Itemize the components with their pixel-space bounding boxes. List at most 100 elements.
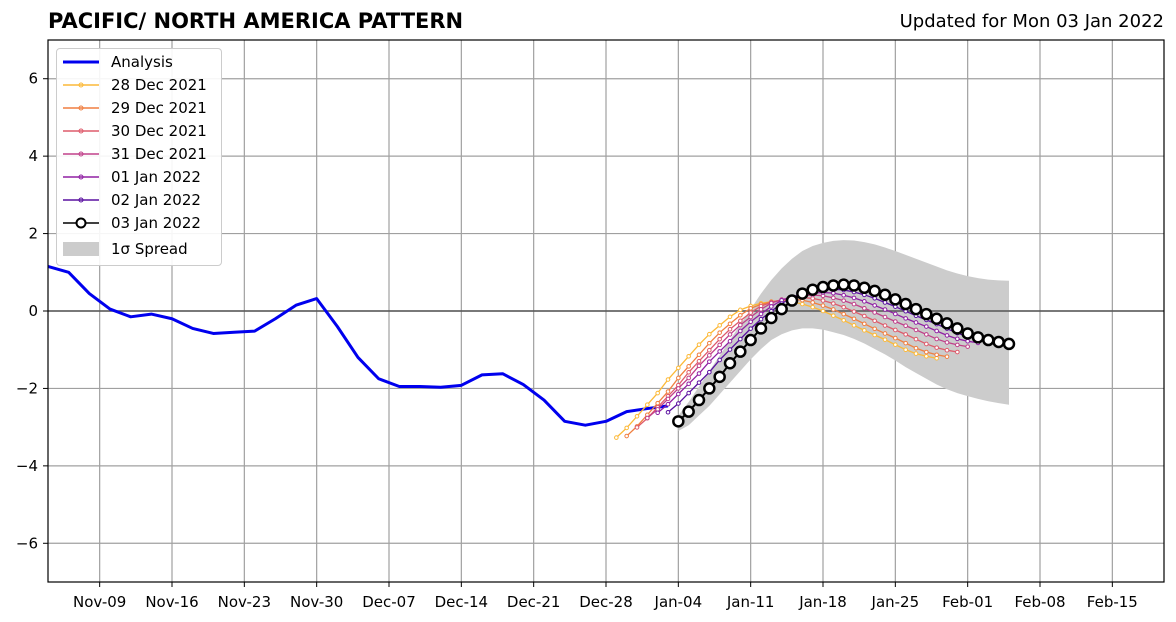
forecast-point: [920, 307, 933, 321]
forecast-point: [676, 391, 681, 397]
x-tick-label: Dec-14: [435, 593, 489, 611]
forecast-point: [934, 328, 939, 334]
forecast-point: [889, 293, 902, 306]
forecast-point: [692, 393, 706, 407]
y-tick-label: −4: [16, 457, 38, 475]
forecast-point: [872, 332, 877, 338]
x-tick-label: Nov-16: [145, 593, 198, 611]
x-tick-label: Dec-28: [579, 593, 633, 611]
forecast-point: [882, 300, 888, 305]
forecast-point: [893, 319, 898, 324]
forecast-point: [841, 298, 846, 303]
forecast-point: [717, 342, 722, 348]
y-tick-label: −6: [16, 534, 38, 552]
forecast-point: [676, 365, 681, 371]
legend-item-28dec: 28 Dec 2021: [63, 75, 207, 95]
forecast-point: [816, 280, 830, 294]
y-tick-label: 2: [28, 225, 38, 243]
forecast-point: [851, 295, 857, 301]
legend-patch-icon: [63, 242, 99, 256]
x-tick-label: Nov-23: [218, 593, 271, 611]
forecast-point: [707, 369, 712, 375]
forecast-point: [1002, 337, 1016, 351]
x-tick-label: Dec-21: [507, 593, 561, 611]
forecast-point: [831, 290, 836, 296]
forecast-point: [913, 345, 919, 351]
forecast-point: [882, 323, 888, 328]
legend-label: 01 Jan 2022: [111, 168, 201, 186]
forecast-point: [614, 435, 619, 440]
forecast-point: [738, 312, 743, 318]
legend-label: 30 Dec 2021: [111, 122, 207, 140]
forecast-point: [924, 332, 929, 337]
spread-band: [678, 240, 1009, 432]
legend-label: 29 Dec 2021: [111, 99, 207, 117]
forecast-point: [624, 425, 629, 431]
forecast-point: [665, 396, 671, 402]
forecast-point: [717, 330, 722, 335]
forecast-point: [738, 307, 743, 313]
forecast-point: [665, 389, 671, 394]
legend-dotline-icon: [63, 82, 99, 88]
forecast-point: [810, 304, 815, 310]
legend-dotline-icon: [63, 174, 99, 180]
legend-line-icon: [63, 60, 99, 64]
forecast-point: [878, 288, 892, 301]
x-tick-label: Nov-09: [73, 593, 126, 611]
forecast-point: [872, 303, 877, 308]
forecast-point: [820, 298, 826, 303]
forecast-point: [769, 304, 774, 309]
forecast-point: [872, 318, 877, 324]
forecast-point: [940, 317, 954, 330]
forecast-point: [665, 401, 671, 407]
forecast-point: [913, 336, 919, 342]
forecast-point: [903, 332, 908, 337]
x-tick-label: Jan-11: [726, 593, 775, 611]
forecast-point: [765, 311, 778, 325]
forecast-point: [748, 314, 753, 320]
forecast-point: [992, 335, 1005, 349]
forecast-point: [831, 301, 836, 306]
forecast-point: [903, 347, 908, 353]
forecast-point: [727, 321, 733, 327]
forecast-point: [913, 351, 919, 356]
updated-label: Updated for Mon 03 Jan 2022: [899, 11, 1164, 32]
forecast-point: [707, 359, 712, 364]
forecast-point: [707, 340, 712, 346]
forecast-point: [882, 307, 888, 312]
forecast-point: [738, 328, 743, 334]
legend: Analysis 28 Dec 2021 29 Dec 2021 30 Dec …: [56, 48, 222, 266]
y-tick-label: 4: [28, 147, 38, 165]
legend-label: Analysis: [111, 53, 173, 71]
forecast-point: [903, 340, 908, 346]
forecast-point: [744, 333, 757, 347]
forecast-point: [982, 333, 995, 347]
legend-item-analysis: Analysis: [63, 52, 173, 72]
forecast-point: [903, 323, 908, 329]
forecast-point: [913, 320, 919, 325]
forecast-point: [748, 305, 753, 311]
forecast-point: [727, 338, 733, 344]
forecast-point: [961, 327, 974, 340]
forecast-point: [696, 352, 702, 358]
forecast-point: [727, 347, 733, 352]
forecast-point: [893, 327, 898, 333]
forecast-point: [717, 323, 722, 328]
forecast-point: [686, 390, 691, 396]
forecast-point: [924, 341, 929, 347]
x-tick-label: Feb-08: [1014, 593, 1065, 611]
forecast-point: [872, 310, 877, 315]
forecast-point: [944, 354, 950, 359]
forecast-point: [899, 297, 912, 311]
forecast-point: [862, 313, 867, 319]
forecast-point: [971, 331, 985, 344]
forecast-point: [696, 380, 702, 385]
forecast-point: [696, 358, 702, 364]
forecast-point: [872, 326, 877, 332]
forecast-point: [862, 305, 867, 311]
forecast-point: [955, 336, 960, 342]
forecast-point: [893, 335, 898, 341]
forecast-point: [686, 353, 691, 359]
forecast-point: [841, 317, 846, 323]
